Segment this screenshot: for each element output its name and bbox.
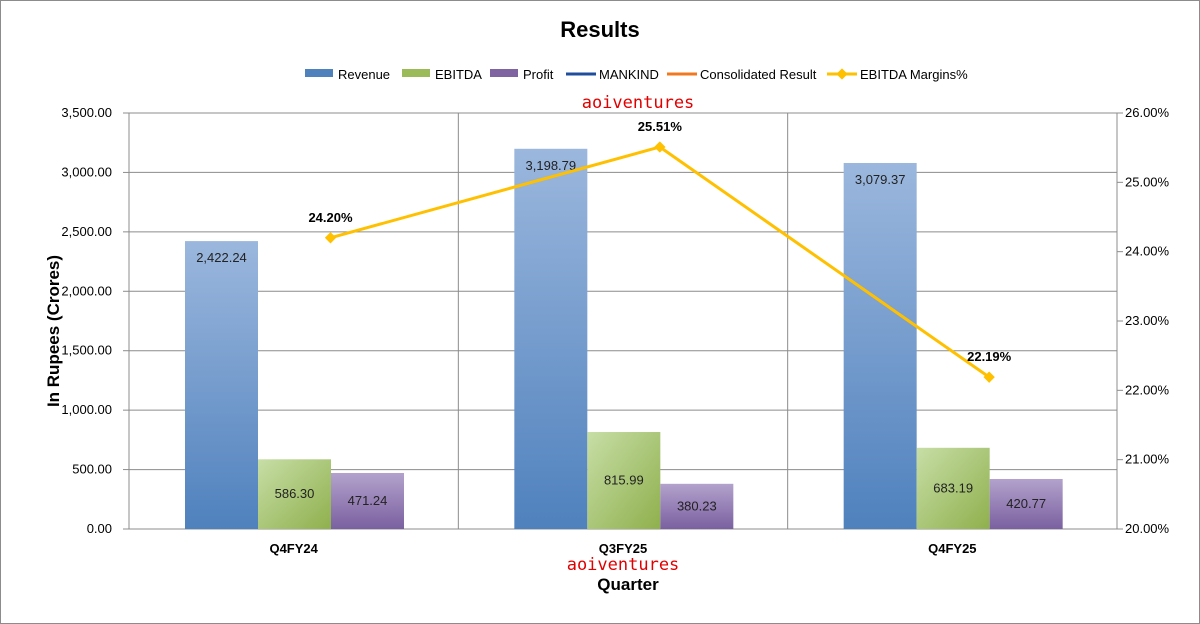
- revenue-data-label: 3,079.37: [855, 172, 906, 187]
- ebitda-data-label: 683.19: [933, 480, 973, 495]
- ebitda-data-label: 586.30: [275, 486, 315, 501]
- ebitda-bar: [587, 432, 661, 529]
- chart-title: Results: [560, 17, 639, 42]
- bars: [185, 148, 1063, 529]
- revenue-bar: [843, 162, 917, 529]
- y2-tick-label: 23.00%: [1125, 313, 1170, 328]
- y-tick-label: 3,500.00: [61, 105, 112, 120]
- legend-label: Consolidated Result: [700, 67, 817, 82]
- legend-swatch: [490, 69, 518, 77]
- category-labels: Q4FY24 Q3FY25 Q4FY25: [269, 541, 976, 556]
- y-axis-ticks: 0.00 500.00 1,000.00 1,500.00 2,000.00 2,500.…: [61, 105, 112, 536]
- profit-bar: [331, 472, 404, 529]
- y2-tick-label: 24.00%: [1125, 244, 1170, 259]
- legend-label: MANKIND: [599, 67, 659, 82]
- y-tick-label: 2,000.00: [61, 283, 112, 298]
- y2-axis-ticks: 20.00% 21.00% 22.00% 23.00% 24.00% 25.00% 26.0…: [1125, 105, 1170, 536]
- legend-label: EBITDA: [435, 67, 482, 82]
- y-tick-label: 1,000.00: [61, 402, 112, 417]
- y-axis-title: In Rupees (Crores): [44, 255, 63, 407]
- legend-label: EBITDA Margins%: [860, 67, 968, 82]
- ebitda-data-label: 815.99: [604, 473, 644, 488]
- bar-labels: 2,422.24 3,198.79 3,079.37 586.30 815.99 683.…: [196, 158, 1046, 514]
- category-label: Q4FY24: [269, 541, 318, 556]
- ebitda-bar: [258, 459, 331, 529]
- y2-tick-label: 25.00%: [1125, 174, 1170, 189]
- legend-marker: [836, 68, 848, 80]
- profit-bar: [660, 483, 734, 529]
- category-label: Q4FY25: [928, 541, 976, 556]
- y-tick-label: 3,000.00: [61, 164, 112, 179]
- revenue-bar: [514, 148, 588, 529]
- legend-swatch: [402, 69, 430, 77]
- margin-line: 24.20% 25.51% 22.19%: [308, 119, 1012, 383]
- margin-data-label: 25.51%: [638, 119, 683, 134]
- profit-data-label: 420.77: [1006, 496, 1046, 511]
- revenue-data-label: 3,198.79: [526, 158, 577, 173]
- y2-tick-label: 20.00%: [1125, 521, 1170, 536]
- legend-label: Profit: [523, 67, 554, 82]
- margin-data-label: 22.19%: [967, 349, 1012, 364]
- y-tick-label: 2,500.00: [61, 224, 112, 239]
- legend: Revenue EBITDA Profit MANKIND Consolidated R…: [305, 67, 968, 82]
- profit-bar: [989, 478, 1063, 529]
- margin-marker: [983, 371, 995, 383]
- x-axis-title: Quarter: [597, 575, 659, 594]
- watermark-bottom: aoiventures: [567, 555, 680, 575]
- legend-label: Revenue: [338, 67, 390, 82]
- y2-tick-label: 22.00%: [1125, 382, 1170, 397]
- y-tick-label: 0.00: [87, 521, 112, 536]
- ebitda-bar: [916, 447, 990, 529]
- category-label: Q3FY25: [599, 541, 647, 556]
- profit-data-label: 471.24: [348, 493, 388, 508]
- revenue-bar: [185, 241, 258, 529]
- revenue-data-label: 2,422.24: [196, 250, 247, 265]
- margin-marker: [654, 141, 666, 153]
- margin-marker: [324, 232, 337, 244]
- y2-tick-label: 21.00%: [1125, 452, 1170, 467]
- margin-data-label: 24.20%: [308, 210, 353, 225]
- y-tick-label: 500.00: [72, 462, 112, 477]
- y-tick-label: 1,500.00: [61, 343, 112, 358]
- watermark-top: aoiventures: [582, 93, 695, 113]
- profit-data-label: 380.23: [677, 498, 717, 513]
- legend-swatch: [305, 69, 333, 77]
- y2-tick-label: 26.00%: [1125, 105, 1170, 120]
